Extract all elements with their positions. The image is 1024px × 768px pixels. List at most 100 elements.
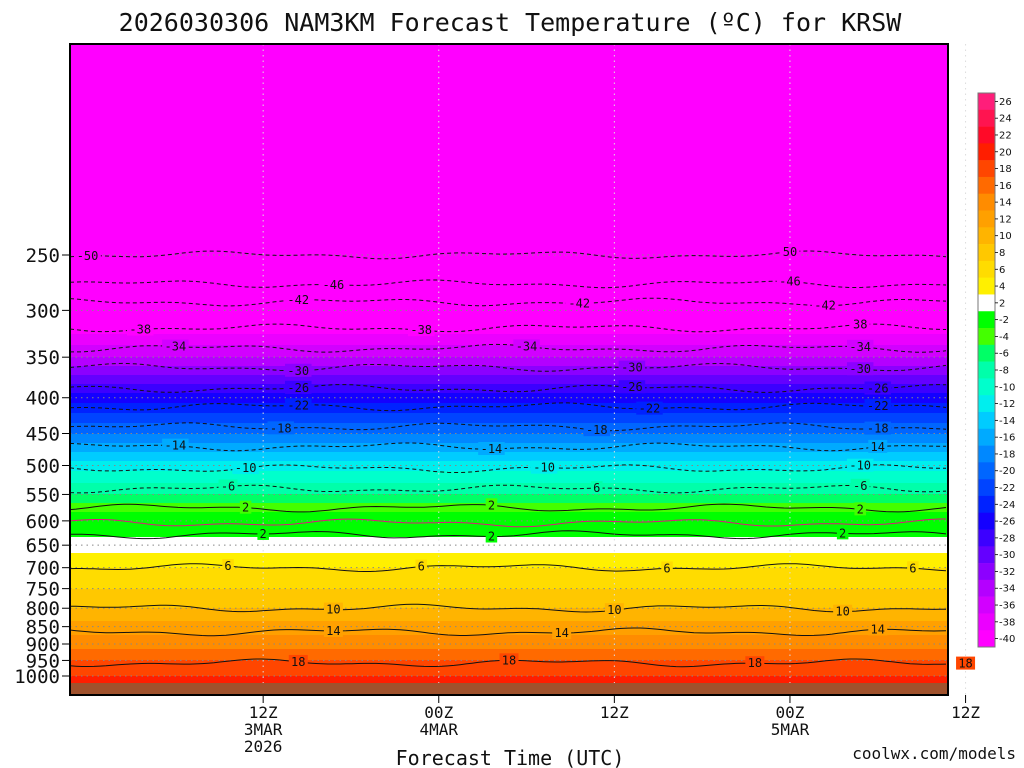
credit-text: coolwx.com/models xyxy=(852,744,1016,763)
contour-label: -22 xyxy=(867,399,889,413)
temp-band xyxy=(70,461,948,471)
colorbar-swatch xyxy=(978,495,995,513)
colorbar-label: 4 xyxy=(999,282,1005,293)
x-tick-label: 3MAR xyxy=(244,720,283,739)
contour-label-bg xyxy=(323,623,343,637)
colorbar-swatch xyxy=(978,93,995,111)
contour-label-bg xyxy=(478,442,505,456)
contour-label-bg xyxy=(565,296,593,310)
colorbar-swatch xyxy=(978,529,995,547)
contour-label-bg xyxy=(257,526,269,540)
colorbar-swatch xyxy=(978,109,995,127)
temp-band xyxy=(70,452,948,461)
contour-label: -34 xyxy=(516,339,538,353)
colorbar-swatch xyxy=(978,596,995,614)
colorbar-label: -12 xyxy=(999,399,1015,410)
contour-label-bg xyxy=(811,298,839,312)
temp-band xyxy=(70,621,948,635)
y-axis: 2503003504004505005506006507007508008509… xyxy=(14,245,70,688)
colorbar-label: -24 xyxy=(999,500,1015,511)
x-tick-label: 2026 xyxy=(244,737,283,756)
contour-label: 14 xyxy=(326,624,340,638)
colorbar-swatch xyxy=(978,361,995,379)
colorbar-label: -8 xyxy=(999,366,1009,377)
colorbar-label: 16 xyxy=(999,181,1012,192)
contour-label: 10 xyxy=(835,605,849,619)
temp-band xyxy=(70,635,948,649)
colorbar-label: -10 xyxy=(999,382,1015,393)
contour-label-bg xyxy=(956,656,976,670)
contour-label-bg xyxy=(530,460,558,474)
contour-label: -38 xyxy=(129,323,151,337)
contour-label: 10 xyxy=(326,603,340,617)
y-tick-label: 350 xyxy=(26,347,60,369)
contour-label: -14 xyxy=(165,439,187,453)
contour-label-bg xyxy=(232,461,259,475)
contour-label: 14 xyxy=(871,622,885,636)
contour-lines xyxy=(69,250,947,668)
y-tick-label: 900 xyxy=(26,634,60,656)
colorbar-label: -38 xyxy=(999,617,1015,628)
contour-label: -50 xyxy=(77,249,99,263)
contour-label: 18 xyxy=(502,653,516,667)
colorbar-label: -2 xyxy=(999,315,1009,326)
colorbar-label: -30 xyxy=(999,550,1015,561)
contour-label: 50 xyxy=(783,245,797,259)
colorbar-label: 20 xyxy=(999,147,1012,158)
contour-line xyxy=(69,422,947,432)
temp-band xyxy=(70,44,948,334)
colorbar-label: -22 xyxy=(999,483,1015,494)
contour-label: 14 xyxy=(554,626,568,640)
colorbar-label: -20 xyxy=(999,466,1015,477)
contour-label: 2 xyxy=(242,501,249,515)
contour-label-bg xyxy=(604,603,624,617)
colorbar-swatch xyxy=(978,277,995,295)
colorbar-swatch xyxy=(978,260,995,278)
temp-band xyxy=(70,413,948,423)
contour-label: -26 xyxy=(287,381,309,395)
contour-line xyxy=(69,484,947,494)
contour-label: -26 xyxy=(867,382,889,396)
contour-line xyxy=(69,503,947,513)
contour-label: 6 xyxy=(418,560,425,574)
temp-band xyxy=(70,553,948,568)
colorbar-label: 24 xyxy=(999,114,1012,125)
colorbar-label: 18 xyxy=(999,164,1012,175)
y-tick-label: 1000 xyxy=(14,666,60,688)
colorbar-swatch xyxy=(978,546,995,564)
colorbar-swatch xyxy=(978,176,995,195)
y-tick-label: 750 xyxy=(26,579,60,601)
contour-label-bg xyxy=(846,362,874,376)
colorbar-swatch xyxy=(978,512,995,530)
contour-label: -42 xyxy=(287,293,309,307)
colorbar-label: -16 xyxy=(999,433,1015,444)
contour-label: 6 xyxy=(224,559,231,573)
contour-line xyxy=(69,563,947,572)
x-tick-label: 12Z xyxy=(600,703,629,722)
contour-label: -6 xyxy=(221,480,235,494)
colorbar-swatch xyxy=(978,328,995,346)
x-tick-label: 00Z xyxy=(776,703,805,722)
contour-label: 6 xyxy=(909,561,916,575)
contour-label-bg xyxy=(285,398,312,412)
contour-label: 2 xyxy=(260,527,267,541)
y-tick-label: 400 xyxy=(26,388,60,410)
contour-line xyxy=(70,530,947,540)
colorbar-label: 10 xyxy=(999,231,1012,242)
contour-label-bg xyxy=(864,381,892,395)
contour-line xyxy=(69,518,946,528)
contour-label-bg xyxy=(846,339,874,353)
colorbar-swatch xyxy=(978,143,995,161)
contour-label-bg xyxy=(552,626,572,640)
contour-label-bg xyxy=(320,277,347,291)
contour-label-bg xyxy=(850,317,870,331)
ground-band xyxy=(70,683,948,695)
temp-band xyxy=(70,357,948,366)
y-tick-label: 650 xyxy=(26,535,60,557)
colorbar-swatch xyxy=(978,563,995,581)
contour-line xyxy=(69,464,946,473)
contour-label: -38 xyxy=(410,323,432,337)
temp-band xyxy=(70,589,948,608)
temp-band xyxy=(70,393,948,403)
